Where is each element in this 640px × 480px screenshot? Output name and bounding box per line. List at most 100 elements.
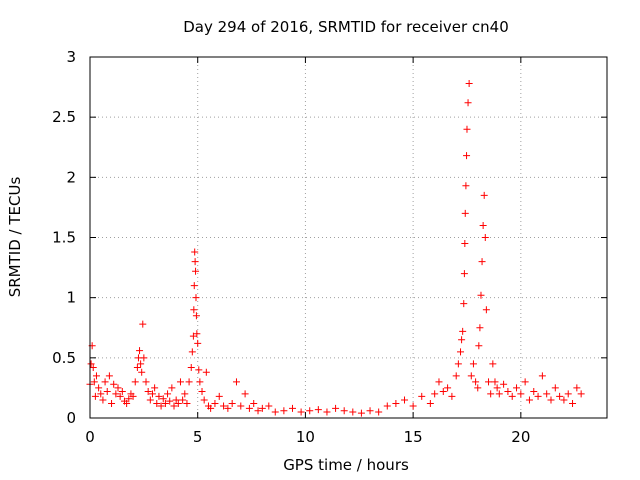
data-point (460, 270, 468, 278)
data-point (118, 388, 126, 396)
data-point (153, 400, 161, 408)
data-point (198, 388, 206, 396)
data-point (190, 282, 198, 290)
data-point (332, 404, 340, 412)
data-point (485, 378, 493, 386)
data-point (464, 99, 472, 107)
data-point (573, 384, 581, 392)
data-point (131, 378, 139, 386)
data-point (271, 408, 279, 416)
data-point (431, 390, 439, 398)
data-point (439, 388, 447, 396)
data-point (155, 392, 163, 400)
x-tick-label: 15 (404, 428, 423, 446)
data-point (366, 407, 374, 415)
data-point (457, 348, 465, 356)
data-point (232, 378, 240, 386)
data-point (469, 360, 477, 368)
data-point (91, 392, 99, 400)
data-point (534, 392, 542, 400)
data-point (375, 408, 383, 416)
data-point (357, 409, 365, 417)
data-point (460, 300, 468, 308)
data-point (191, 248, 199, 256)
data-point (476, 324, 484, 332)
data-point (90, 378, 98, 386)
data-point (138, 368, 146, 376)
data-point (87, 360, 95, 368)
data-point (538, 372, 546, 380)
grid (90, 57, 607, 418)
data-point (504, 388, 512, 396)
data-point (151, 384, 159, 392)
data-point (95, 384, 103, 392)
data-point (191, 258, 199, 266)
data-point (114, 384, 122, 392)
y-tick-label: 1 (66, 289, 76, 307)
data-point (472, 378, 480, 386)
data-point (144, 388, 152, 396)
x-axis-label: GPS time / hours (283, 456, 409, 474)
data-point (166, 397, 174, 405)
data-point (89, 363, 97, 371)
data-point (521, 378, 529, 386)
data-point (196, 378, 204, 386)
data-point (110, 380, 118, 388)
data-point (461, 209, 469, 217)
data-point (444, 384, 452, 392)
data-point (448, 392, 456, 400)
data-point (487, 390, 495, 398)
data-point (99, 396, 107, 404)
data-point (140, 354, 148, 362)
data-point (123, 400, 131, 408)
data-point (181, 390, 189, 398)
data-point (101, 378, 109, 386)
data-point (159, 395, 167, 403)
data-point (176, 378, 184, 386)
data-point (314, 406, 322, 414)
axis-ticks: 0 5 10 15 20 0 0.5 1 1.5 2 2.5 3 (52, 48, 607, 446)
data-point (530, 388, 538, 396)
data-point (192, 267, 200, 275)
data-point (340, 407, 348, 415)
data-point (409, 402, 417, 410)
data-point (241, 390, 249, 398)
data-point (475, 342, 483, 350)
data-point (452, 372, 460, 380)
data-point (551, 384, 559, 392)
data-point (517, 390, 525, 398)
data-point (474, 384, 482, 392)
data-point (179, 396, 187, 404)
data-point (383, 402, 391, 410)
data-point (250, 400, 258, 408)
data-point (459, 327, 467, 335)
data-point (92, 372, 100, 380)
data-point (461, 240, 469, 248)
y-tick-label: 1.5 (52, 229, 76, 247)
data-point (480, 191, 488, 199)
data-point (103, 388, 111, 396)
data-point (224, 404, 232, 412)
data-point (265, 402, 273, 410)
data-point (220, 402, 228, 410)
data-point (462, 182, 470, 190)
x-tick-label: 0 (85, 428, 95, 446)
data-point (500, 380, 508, 388)
data-point (148, 390, 156, 398)
data-point (137, 360, 145, 368)
data-point (495, 390, 503, 398)
data-point (481, 234, 489, 241)
plot-frame (89, 56, 608, 419)
y-tick-label: 2 (66, 168, 76, 186)
data-point (493, 384, 501, 392)
data-point (463, 152, 471, 160)
data-point (547, 396, 555, 404)
data-point (157, 402, 165, 410)
data-point (139, 320, 147, 328)
data-point (508, 392, 516, 400)
data-point (192, 312, 200, 320)
data-point (195, 366, 203, 374)
data-point (349, 408, 357, 416)
data-point (193, 330, 201, 338)
